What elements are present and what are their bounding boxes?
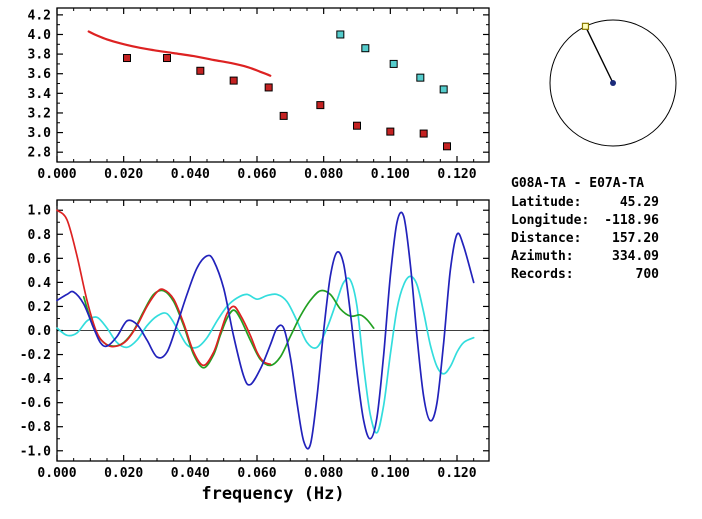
x-axis-label: frequency (Hz) [201,484,344,504]
data-point-square [389,59,398,68]
y-tick-label: -0.2 [20,348,51,363]
x-tick-label: 0.100 [371,466,410,481]
series-cyan-square-picks [336,30,448,94]
info-row-longitude: Longitude: -118.96 [511,212,659,230]
x-tick-label: 0.040 [171,466,210,481]
x-tick-label: 0.080 [304,466,343,481]
series-waveform-blue [56,211,475,450]
top-chart-dispersion: 0.000 0.020 0.040 0.060 0.080 0.100 0.120 2.8 3.… [28,7,490,182]
y-tick-label: -1.0 [20,444,51,459]
azimuth-value: 334.09 [612,249,659,264]
data-point-square [196,66,205,75]
x-tick-label: 0.060 [237,466,276,481]
data-point-square [279,111,288,120]
y-tick-label: -0.8 [20,420,51,435]
azimuth-dial [549,19,677,147]
info-row-latitude: Latitude: 45.29 [511,194,659,212]
series-waveform-cyan [56,275,475,434]
x-tick-label: 0.080 [304,167,343,182]
azimuth-end-marker [581,22,590,30]
data-point-square [163,54,171,63]
y-tick-label: -0.4 [20,372,51,387]
y-tick-label: 3.0 [28,126,52,141]
y-tick-label: 3.8 [28,48,52,63]
x-tick-label: 0.020 [104,466,143,481]
records-value: 700 [635,267,659,282]
data-point-square [353,121,361,130]
y-tick-label: 0.2 [28,300,51,315]
data-point-square [123,54,131,63]
y-tick-label: 4.2 [28,8,51,23]
y-tick-label: 2.8 [28,146,52,161]
longitude-value: -118.96 [604,213,659,228]
x-tick-label: 0.000 [37,466,76,481]
latitude-value: 45.29 [619,195,659,210]
series-waveform-green [82,289,375,369]
info-row-records: Records: 700 [511,266,659,284]
y-tick-label: -0.6 [20,396,51,411]
data-point-square [229,76,238,85]
bottom-chart-waveforms: 0.000 0.020 0.040 0.060 0.080 0.100 0.120 -1.0 -… [20,199,490,504]
latitude-label: Latitude: [511,195,582,210]
series-red-dispersion-curve [87,30,272,77]
data-point-square [264,83,273,92]
y-tick-label: 1.0 [28,204,52,219]
y-tick-label: 0.0 [28,324,52,339]
y-tick-label: 0.6 [28,252,52,267]
data-point-square [361,44,370,53]
info-row-distance: Distance: 157.20 [511,230,659,248]
data-point-square [419,129,428,138]
x-tick-label: 0.120 [437,466,476,481]
y-tick-label: 3.4 [28,87,52,102]
y-tick-label: 4.0 [28,28,52,43]
azimuth-line [584,26,614,84]
data-point-square [386,127,395,136]
data-point-square [439,85,448,94]
series-red-square-picks [123,54,451,151]
azimuth-label: Azimuth: [511,249,574,264]
x-tick-label: 0.060 [237,167,276,182]
distance-label: Distance: [511,231,582,246]
x-tick-label: 0.100 [371,167,410,182]
dial-circle [549,19,677,147]
data-point-square [316,101,325,110]
y-tick-label: 0.8 [28,228,52,243]
series-waveform-red [56,209,272,367]
data-point-square [443,142,451,151]
x-tick-label: 0.020 [104,167,143,182]
plot-frame [56,7,490,163]
records-label: Records: [511,267,574,282]
station-pair-title: G08A-TA - E07A-TA [511,176,645,191]
data-point-square [336,30,345,39]
data-point-square [416,73,425,82]
y-tick-label: 3.2 [28,106,51,121]
y-tick-label: 3.6 [28,67,52,82]
x-tick-label: 0.000 [37,167,76,182]
y-tick-label: 0.4 [28,276,52,291]
dial-center-dot [610,80,616,86]
info-row-azimuth: Azimuth: 334.09 [511,248,659,266]
x-tick-label: 0.120 [437,167,476,182]
longitude-label: Longitude: [511,213,590,228]
station-info-panel: G08A-TA - E07A-TA Latitude: 45.29 Longit… [511,176,659,284]
x-tick-label: 0.040 [171,167,210,182]
distance-value: 157.20 [612,231,659,246]
